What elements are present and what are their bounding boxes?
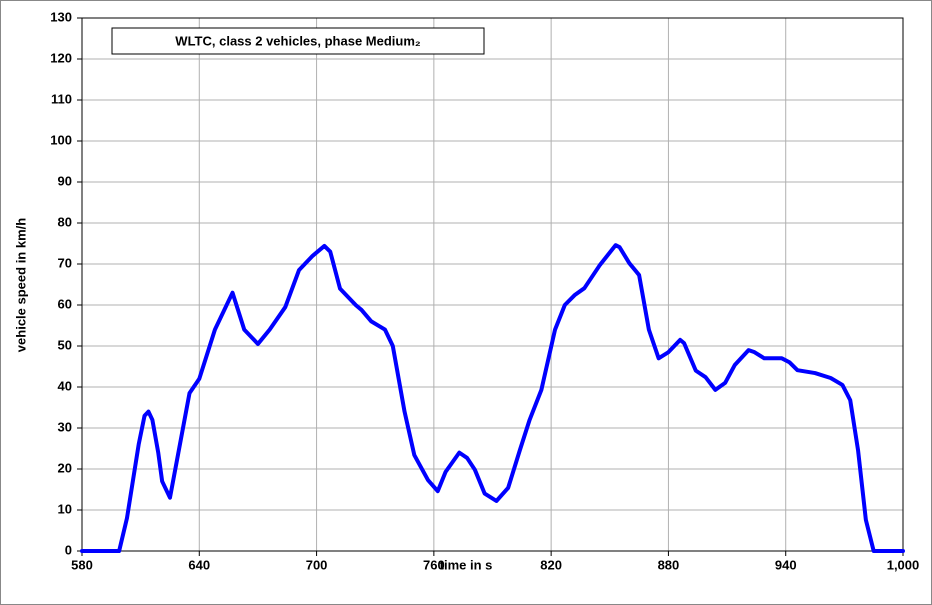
y-tick-label: 80: [58, 214, 72, 229]
y-tick-label: 100: [50, 132, 72, 147]
x-tick-label: 820: [540, 557, 562, 572]
title-box: [111, 27, 485, 55]
x-tick-label: 760: [423, 557, 445, 572]
y-tick-label: 30: [58, 419, 72, 434]
y-tick-label: 120: [50, 50, 72, 65]
x-axis-label: time in s: [440, 557, 493, 572]
y-tick-label: 0: [65, 542, 72, 557]
y-tick-label: 90: [58, 173, 72, 188]
x-tick-label: 700: [306, 557, 328, 572]
x-tick-label: 640: [188, 557, 210, 572]
y-tick-label: 40: [58, 378, 72, 393]
chart-title: WLTC, class 2 vehicles, phase Medium₂: [175, 33, 421, 48]
y-tick-label: 60: [58, 296, 72, 311]
y-tick-label: 130: [50, 9, 72, 24]
y-tick-label: 70: [58, 255, 72, 270]
plot-frame: [81, 17, 904, 552]
y-tick-label: 10: [58, 501, 72, 516]
y-tick-label: 110: [51, 91, 72, 106]
x-tick-label: 940: [775, 557, 797, 572]
x-tick-label: 1,000: [887, 557, 920, 572]
data-line: [80, 243, 905, 553]
x-tick-label: 580: [71, 557, 93, 572]
x-tick-label: 880: [658, 557, 680, 572]
y-axis-label: vehicle speed in km/h: [13, 218, 28, 352]
y-tick-label: 50: [58, 337, 72, 352]
y-tick-label: 20: [58, 460, 72, 475]
